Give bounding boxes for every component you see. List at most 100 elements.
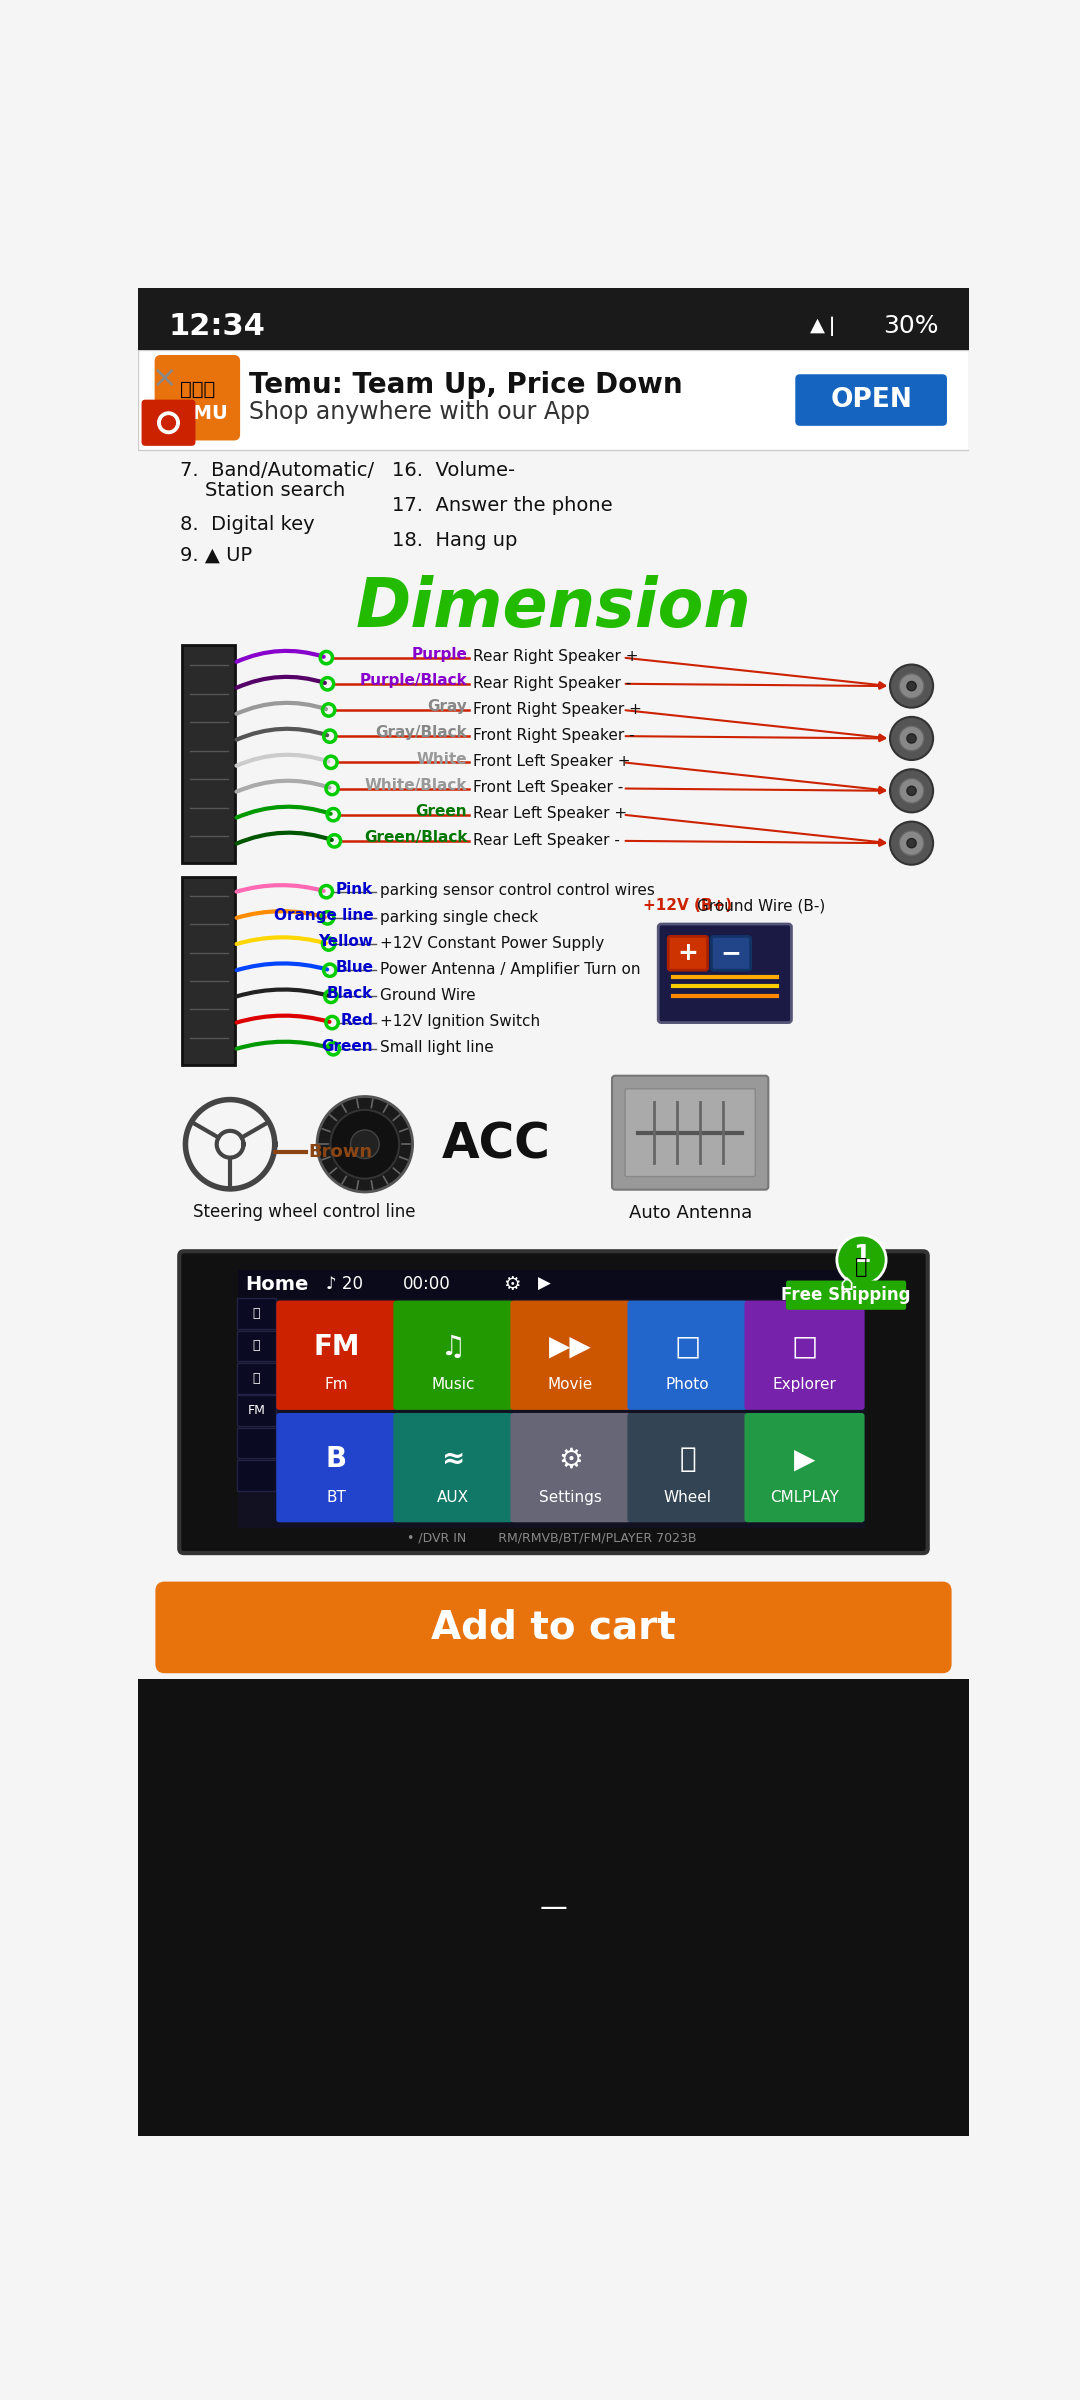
Circle shape <box>907 787 916 794</box>
Text: Orange line: Orange line <box>273 907 374 924</box>
Text: +: + <box>677 941 698 965</box>
Circle shape <box>162 415 175 430</box>
Circle shape <box>900 727 923 751</box>
Circle shape <box>158 413 179 434</box>
Text: Rear Left Speaker -: Rear Left Speaker - <box>473 833 620 847</box>
Text: −: − <box>720 941 741 965</box>
Text: Add to cart: Add to cart <box>431 1608 676 1646</box>
FancyBboxPatch shape <box>276 1414 396 1522</box>
FancyBboxPatch shape <box>237 1459 275 1490</box>
Text: ≈: ≈ <box>442 1445 465 1474</box>
Circle shape <box>890 718 933 761</box>
Text: parking sensor control control wires: parking sensor control control wires <box>380 883 656 898</box>
Text: □: □ <box>674 1332 701 1361</box>
Circle shape <box>890 770 933 811</box>
Text: Free Shipping: Free Shipping <box>781 1286 910 1303</box>
Text: Rear Right Speaker -: Rear Right Speaker - <box>473 674 631 691</box>
Text: ⏭: ⏭ <box>253 1373 260 1385</box>
Circle shape <box>900 778 923 804</box>
Text: ▶: ▶ <box>794 1445 815 1474</box>
Text: 12:34: 12:34 <box>168 312 266 341</box>
Text: White: White <box>417 751 468 766</box>
Text: +12V Constant Power Supply: +12V Constant Power Supply <box>380 936 605 950</box>
Text: 1: 1 <box>853 1243 870 1267</box>
Text: Gray: Gray <box>428 698 468 715</box>
Text: FM: FM <box>313 1332 360 1361</box>
Text: Pink: Pink <box>336 881 374 898</box>
Text: Home: Home <box>245 1274 309 1294</box>
Text: Dimension: Dimension <box>355 574 752 641</box>
Circle shape <box>837 1236 886 1284</box>
Text: ♪ 20: ♪ 20 <box>326 1274 363 1294</box>
Circle shape <box>900 830 923 854</box>
FancyBboxPatch shape <box>238 1270 865 1298</box>
Text: ▶: ▶ <box>538 1274 551 1294</box>
Text: Green: Green <box>322 1039 374 1054</box>
Text: 🛒: 🛒 <box>855 1258 867 1277</box>
FancyBboxPatch shape <box>712 936 751 970</box>
Text: —: — <box>540 1894 567 1922</box>
Text: TEMU: TEMU <box>166 403 228 422</box>
Text: Temu: Team Up, Price Down: Temu: Team Up, Price Down <box>249 372 683 398</box>
Text: Gray/Black: Gray/Black <box>376 725 468 739</box>
FancyBboxPatch shape <box>511 1301 631 1409</box>
Text: ▲ ▏: ▲ ▏ <box>810 317 846 336</box>
Text: Red: Red <box>340 1013 374 1027</box>
FancyBboxPatch shape <box>138 288 970 350</box>
Text: Station search: Station search <box>180 480 346 499</box>
Text: 9. ▲ UP: 9. ▲ UP <box>180 545 252 564</box>
Text: Brown: Brown <box>309 1142 373 1162</box>
Circle shape <box>890 821 933 864</box>
Text: Auto Antenna: Auto Antenna <box>629 1202 752 1222</box>
Text: Black: Black <box>327 986 374 1001</box>
FancyBboxPatch shape <box>156 1582 951 1673</box>
Text: Blue: Blue <box>335 960 374 974</box>
Text: White/Black: White/Black <box>365 778 468 792</box>
FancyBboxPatch shape <box>795 374 947 425</box>
Circle shape <box>318 1097 413 1193</box>
Text: 17.  Answer the phone: 17. Answer the phone <box>392 497 612 516</box>
Text: ⏯: ⏯ <box>253 1339 260 1354</box>
Circle shape <box>330 1109 400 1178</box>
Text: B: B <box>326 1445 347 1474</box>
FancyBboxPatch shape <box>237 1330 275 1361</box>
FancyBboxPatch shape <box>154 355 240 442</box>
Text: Wheel: Wheel <box>663 1490 712 1505</box>
Text: FM: FM <box>247 1404 266 1416</box>
Circle shape <box>890 665 933 708</box>
FancyBboxPatch shape <box>393 1301 513 1409</box>
Text: ⚙: ⚙ <box>558 1445 583 1474</box>
Text: +12V (B+): +12V (B+) <box>643 898 732 914</box>
Text: Purple/Black: Purple/Black <box>360 672 468 689</box>
Text: parking single check: parking single check <box>380 910 538 924</box>
FancyBboxPatch shape <box>393 1414 513 1522</box>
FancyBboxPatch shape <box>276 1301 396 1409</box>
Text: Purple: Purple <box>411 648 468 662</box>
Circle shape <box>907 682 916 691</box>
Circle shape <box>907 838 916 847</box>
Text: Front Left Speaker -: Front Left Speaker - <box>473 780 623 794</box>
Text: Ground Wire (B-): Ground Wire (B-) <box>698 898 825 914</box>
Text: Movie: Movie <box>548 1378 593 1392</box>
Text: Settings: Settings <box>539 1490 602 1505</box>
FancyBboxPatch shape <box>612 1075 768 1190</box>
Text: ⌂: ⌂ <box>839 1274 854 1294</box>
Text: Green/Black: Green/Black <box>364 830 468 845</box>
Text: Rear Right Speaker +: Rear Right Speaker + <box>473 650 638 665</box>
Text: ⏮: ⏮ <box>253 1308 260 1320</box>
Text: AUX: AUX <box>437 1490 470 1505</box>
FancyBboxPatch shape <box>138 1680 970 2136</box>
Text: ACC: ACC <box>442 1121 551 1169</box>
Text: Front Right Speaker +: Front Right Speaker + <box>473 701 642 718</box>
Text: 7.  Band/Automatic/: 7. Band/Automatic/ <box>180 461 374 480</box>
Text: Green: Green <box>416 804 468 818</box>
FancyBboxPatch shape <box>744 1414 865 1522</box>
Text: Explorer: Explorer <box>772 1378 836 1392</box>
Text: ⚙: ⚙ <box>503 1274 521 1294</box>
Circle shape <box>351 1130 379 1159</box>
FancyBboxPatch shape <box>786 1282 906 1310</box>
Text: ⎈: ⎈ <box>679 1445 696 1474</box>
Text: Yellow: Yellow <box>319 934 374 948</box>
Text: Ground Wire: Ground Wire <box>380 989 476 1003</box>
Text: Steering wheel control line: Steering wheel control line <box>193 1202 416 1222</box>
